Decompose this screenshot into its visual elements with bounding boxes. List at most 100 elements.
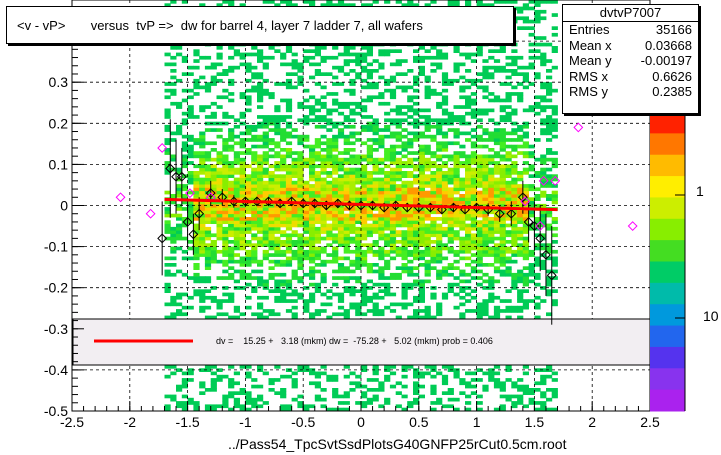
heat-cell [262,62,269,67]
heat-cell [476,315,483,320]
heat-cell [447,391,454,395]
heat-cell [488,371,495,376]
heat-cell [314,263,321,267]
heat-cell [285,240,293,244]
heat-cell [280,207,287,211]
heat-cell [199,131,206,136]
heat-cell [337,121,345,126]
heat-cell [499,388,506,392]
heat-cell [245,184,252,188]
heat-cell [193,207,200,211]
heat-cell [413,49,420,53]
heat-cell [378,161,385,165]
heat-cell [314,226,321,231]
heat-cell [222,276,229,280]
heat-cell [309,236,316,241]
heat-cell [170,249,177,254]
heat-cell [540,108,547,113]
palette-band [650,112,685,134]
heat-cell [459,378,466,382]
heat-cell [245,151,252,155]
heat-cell [228,134,235,139]
heat-cell [401,256,408,261]
heat-cell [378,236,385,241]
heat-cell [280,289,287,293]
heat-cell [493,164,501,169]
heat-cell [546,0,553,4]
heat-cell [239,95,246,100]
heat-cell [309,217,316,221]
heat-cell [355,302,362,307]
heat-cell [343,161,350,165]
heat-cell [482,184,489,188]
heat-cell [216,177,223,182]
heat-cell [280,279,287,284]
heat-cell [222,249,229,254]
heat-cell [303,161,310,165]
heat-cell [528,263,535,267]
heat-cell [528,6,535,11]
heat-cell [546,138,553,142]
heat-cell [436,217,443,221]
heat-cell [297,118,304,123]
heat-cell [355,177,362,182]
heat-cell [551,105,558,109]
heat-cell [384,180,391,185]
heat-cell [465,223,472,228]
heat-cell [239,111,246,116]
heat-cell [268,197,275,201]
heat-cell [309,187,316,192]
heat-cell [522,75,529,80]
heat-cell [349,111,356,116]
heat-cell [228,276,235,280]
heat-cell [493,384,501,389]
heat-cell [274,128,281,132]
heat-cell [280,167,287,172]
heat-cell [407,3,414,7]
heat-cell [511,243,518,247]
heat-cell [488,3,495,7]
heat-cell [447,141,454,146]
heat-cell [447,0,454,4]
heat-cell [239,62,246,67]
heat-cell [361,69,368,73]
heat-cell [413,200,420,205]
heat-cell [522,190,529,195]
heat-cell [540,98,547,103]
heat-cell [291,289,298,293]
heat-cell [493,184,501,188]
heat-cell [199,105,206,109]
heat-cell [430,151,437,155]
heat-cell [239,141,246,146]
heat-cell [268,174,275,178]
heat-cell [355,59,362,63]
heat-cell [395,164,402,169]
heat-cell [349,148,356,152]
heat-cell [297,180,304,185]
heat-cell [424,180,431,185]
heat-cell [314,72,321,76]
heat-cell [384,128,391,132]
heat-cell [274,263,281,267]
heat-cell [470,253,477,257]
heat-cell [436,131,443,136]
heat-cell [534,197,541,201]
heat-cell [222,394,229,399]
heat-cell [505,197,512,201]
heat-cell [551,226,558,231]
heat-cell [239,404,246,409]
heat-cell [239,220,246,224]
heat-cell [372,157,379,162]
heat-cell [297,279,304,284]
heat-cell [378,213,385,218]
heat-cell [430,217,437,221]
heat-cell [355,157,362,162]
heat-cell [216,78,223,83]
heat-cell [309,210,316,215]
heat-cell [349,42,356,47]
heat-cell [395,184,402,188]
heat-cell [216,42,223,47]
heat-cell [372,128,379,132]
heat-cell [245,249,252,254]
heat-cell [280,190,287,195]
